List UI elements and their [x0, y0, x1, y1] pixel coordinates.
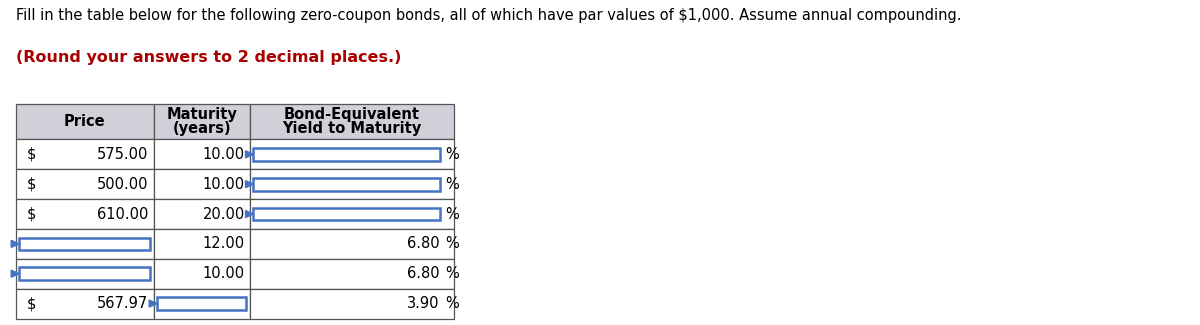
Bar — [154, 169, 250, 199]
Bar — [154, 229, 250, 259]
Text: %: % — [445, 296, 458, 311]
Text: Yield to Maturity: Yield to Maturity — [282, 121, 421, 136]
Bar — [253, 178, 440, 190]
Bar — [16, 259, 154, 289]
Bar — [16, 104, 154, 139]
Bar — [250, 199, 454, 229]
Polygon shape — [11, 270, 19, 277]
Text: $: $ — [26, 206, 36, 222]
Bar — [253, 208, 440, 220]
Bar — [154, 139, 250, 169]
Bar — [19, 238, 150, 250]
Text: (years): (years) — [173, 121, 232, 136]
Bar — [16, 139, 154, 169]
Text: %: % — [445, 206, 458, 222]
Bar — [16, 289, 154, 318]
Text: %: % — [445, 147, 458, 162]
Bar — [250, 229, 454, 259]
Bar — [16, 169, 154, 199]
Text: 20.00: 20.00 — [203, 206, 245, 222]
Bar — [19, 267, 150, 280]
Text: Price: Price — [64, 114, 106, 129]
Text: Fill in the table below for the following zero-coupon bonds, all of which have p: Fill in the table below for the followin… — [16, 8, 961, 23]
Bar — [154, 259, 250, 289]
Text: (Round your answers to 2 decimal places.): (Round your answers to 2 decimal places.… — [16, 50, 401, 65]
Text: %: % — [445, 177, 458, 192]
Bar — [16, 199, 154, 229]
Text: 575.00: 575.00 — [97, 147, 149, 162]
Text: Bond-Equivalent: Bond-Equivalent — [283, 107, 420, 122]
Bar — [250, 104, 454, 139]
Bar — [16, 229, 154, 259]
Polygon shape — [246, 181, 253, 188]
Polygon shape — [246, 151, 253, 158]
Text: 500.00: 500.00 — [97, 177, 149, 192]
Bar — [250, 289, 454, 318]
Text: 12.00: 12.00 — [203, 236, 245, 251]
Text: %: % — [445, 266, 458, 281]
Text: 10.00: 10.00 — [203, 147, 245, 162]
Bar — [250, 259, 454, 289]
Text: 3.90: 3.90 — [407, 296, 439, 311]
Bar — [253, 148, 440, 161]
Text: Maturity: Maturity — [167, 107, 238, 122]
Text: $: $ — [26, 177, 36, 192]
Polygon shape — [246, 211, 253, 217]
Bar — [157, 297, 246, 310]
Bar — [154, 289, 250, 318]
Bar — [154, 104, 250, 139]
Text: $: $ — [26, 296, 36, 311]
Bar — [250, 169, 454, 199]
Text: 6.80: 6.80 — [407, 236, 439, 251]
Text: 610.00: 610.00 — [97, 206, 149, 222]
Text: $: $ — [26, 147, 36, 162]
Bar — [154, 199, 250, 229]
Polygon shape — [11, 240, 19, 247]
Polygon shape — [149, 300, 157, 307]
Text: %: % — [445, 236, 458, 251]
Text: 6.80: 6.80 — [407, 266, 439, 281]
Text: 10.00: 10.00 — [203, 266, 245, 281]
Text: 567.97: 567.97 — [97, 296, 149, 311]
Bar — [250, 139, 454, 169]
Text: 10.00: 10.00 — [203, 177, 245, 192]
